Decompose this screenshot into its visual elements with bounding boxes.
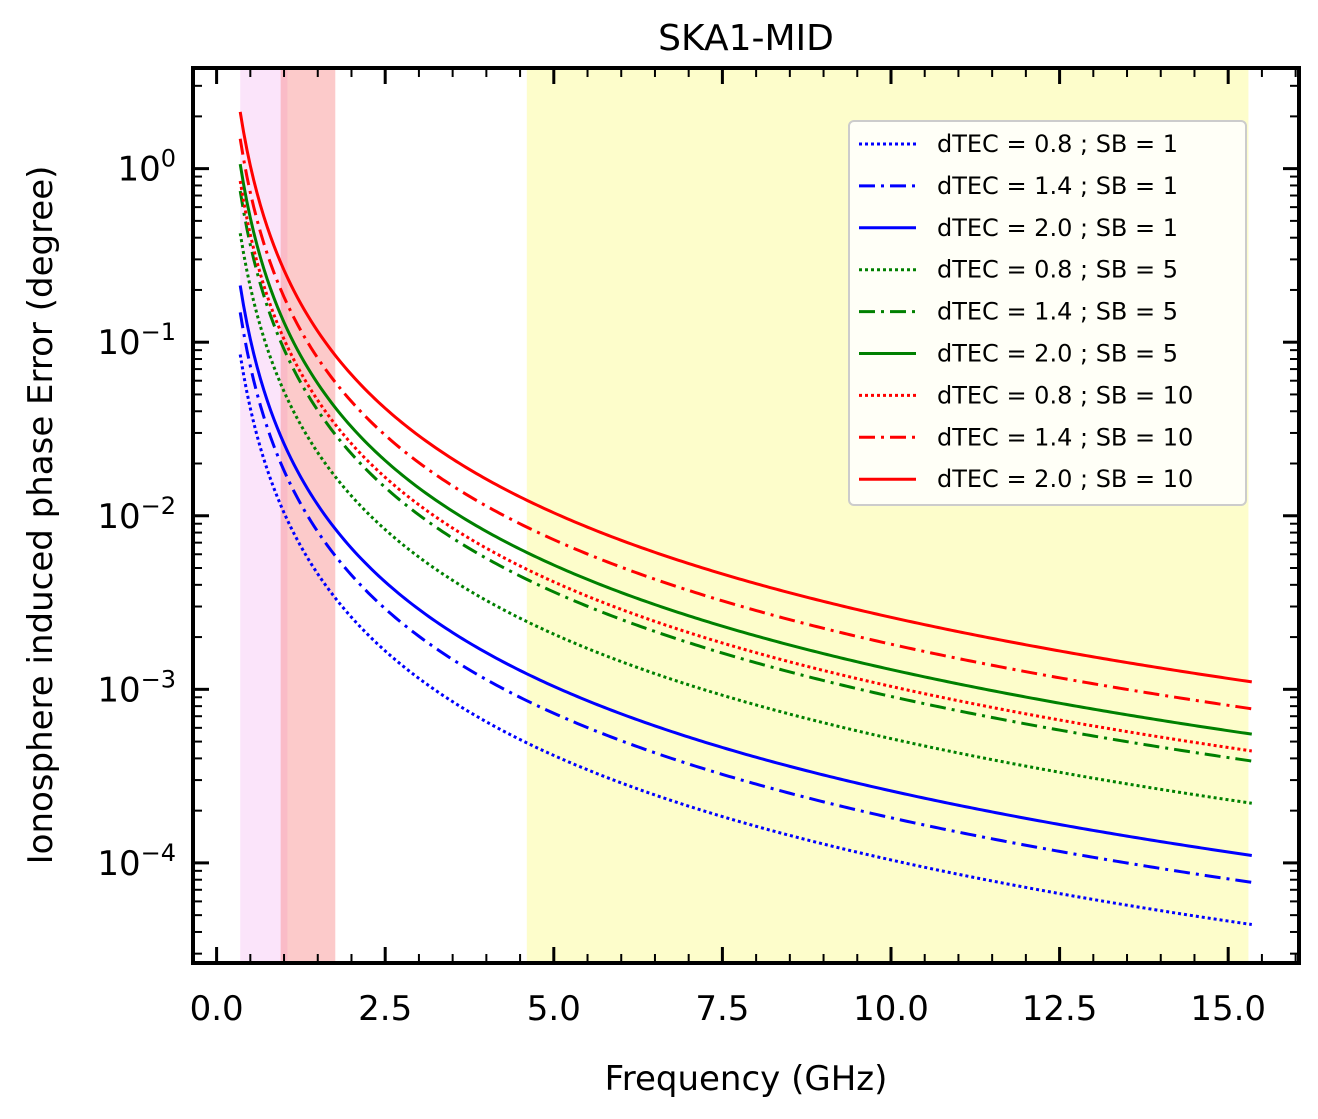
x-tick-label-6: 15.0 (1190, 989, 1266, 1029)
legend-label-6: dTEC = 2.0 ; SB = 5 (937, 340, 1178, 368)
legend-label-8: dTEC = 1.4 ; SB = 10 (937, 423, 1193, 451)
x-tick-label-4: 10.0 (853, 989, 929, 1029)
y-tick-label-2: 10−2 (97, 492, 176, 537)
plot-frame (191, 66, 1301, 965)
chart-title: SKA1-MID (658, 18, 834, 59)
series-line-9 (238, 111, 1253, 684)
legend-label-1: dTEC = 0.8 ; SB = 1 (937, 130, 1178, 158)
series-line-1 (238, 354, 1253, 927)
legend-label-4: dTEC = 0.8 ; SB = 5 (937, 256, 1178, 284)
x-tick-label-1: 2.5 (358, 989, 412, 1029)
x-tick-label-2: 5.0 (527, 989, 581, 1029)
series-line-2 (238, 312, 1253, 884)
series-line-3 (238, 285, 1253, 857)
legend-label-3: dTEC = 2.0 ; SB = 1 (937, 214, 1178, 242)
series-line-4 (238, 232, 1253, 805)
shaded-band-2 (280, 68, 336, 963)
series-line-7 (238, 180, 1253, 753)
x-tick-label-3: 7.5 (695, 989, 749, 1029)
x-tick-label-5: 12.5 (1022, 989, 1098, 1029)
legend-frame (848, 120, 1247, 506)
series-line-8 (238, 138, 1253, 711)
legend-label-2: dTEC = 1.4 ; SB = 1 (937, 172, 1178, 200)
y-tick-label-3: 10−3 (97, 665, 176, 710)
legend: dTEC = 0.8 ; SB = 1 dTEC = 1.4 ; SB = 1 dT… (848, 120, 1247, 506)
series-line-5 (238, 190, 1253, 763)
y-tick-label-4: 10−4 (97, 839, 176, 884)
legend-label-5: dTEC = 1.4 ; SB = 5 (937, 298, 1178, 326)
y-tick-label-0: 100 (117, 145, 176, 190)
series-line-6 (238, 163, 1253, 736)
legend-label-7: dTEC = 0.8 ; SB = 10 (937, 381, 1193, 409)
legend-label-9: dTEC = 2.0 ; SB = 10 (937, 465, 1193, 493)
y-tick-label-1: 10−1 (97, 318, 176, 363)
y-axis-label: Ionosphere induced phase Error (degree) (21, 166, 61, 865)
x-tick-label-0: 0.0 (190, 989, 244, 1029)
x-axis-label: Frequency (GHz) (605, 1059, 888, 1099)
